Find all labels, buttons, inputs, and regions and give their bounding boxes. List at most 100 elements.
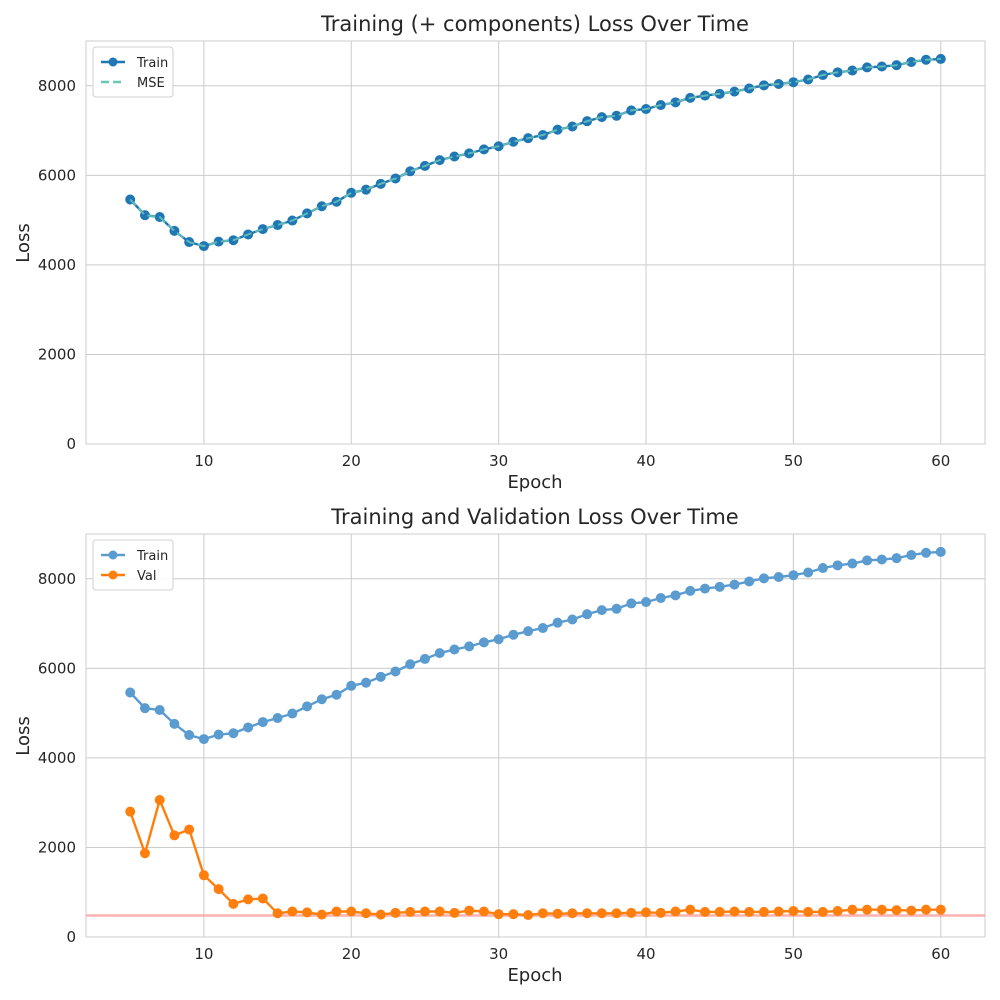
y-tick-label: 0 <box>66 928 76 946</box>
val-data-point <box>626 907 637 918</box>
train-data-point <box>257 224 268 235</box>
train-data-point <box>272 713 283 724</box>
train-data-point <box>552 617 563 628</box>
train-data-point <box>331 689 342 700</box>
val-data-point <box>154 794 165 805</box>
val-data-point <box>670 906 681 917</box>
train-data-point <box>346 680 357 691</box>
val-data-point <box>537 908 548 919</box>
val-data-point <box>316 909 327 920</box>
train-data-point <box>139 703 150 714</box>
train-data-point <box>582 609 593 620</box>
x-axis-label: Epoch <box>507 965 562 986</box>
val-data-point <box>184 824 195 835</box>
val-data-point <box>744 906 755 917</box>
train-data-point <box>257 717 268 728</box>
train-data-point <box>434 648 445 659</box>
x-tick-label: 60 <box>931 945 950 963</box>
train-data-point <box>272 220 283 231</box>
train-data-point <box>405 166 416 177</box>
val-data-point <box>449 907 460 918</box>
val-data-point <box>803 906 814 917</box>
val-data-point <box>361 908 372 919</box>
train-data-point <box>405 659 416 670</box>
train-data-point <box>508 136 519 147</box>
legend-label-mse: MSE <box>137 76 165 91</box>
train-data-point <box>449 644 460 655</box>
val-data-point <box>139 848 150 859</box>
train-data-point <box>773 571 784 582</box>
legend-label-val: Val <box>137 569 156 584</box>
val-data-point <box>906 905 917 916</box>
val-data-point <box>758 906 769 917</box>
val-data-point <box>405 906 416 917</box>
val-data-point <box>832 906 843 917</box>
train-data-point <box>228 728 239 739</box>
train-data-point <box>302 701 313 712</box>
train-data-point <box>862 555 873 566</box>
val-data-point <box>375 909 386 920</box>
x-tick-label: 50 <box>784 452 803 470</box>
train-data-point <box>243 722 254 733</box>
train-data-point <box>316 694 327 705</box>
train-data-point <box>375 671 386 682</box>
train-data-point <box>729 579 740 590</box>
val-data-point <box>419 906 430 917</box>
val-data-point <box>552 908 563 919</box>
val-data-point <box>699 906 710 917</box>
chart-top: Training (+ components) Loss Over Time E… <box>13 12 986 493</box>
val-data-point <box>773 906 784 917</box>
x-tick-label: 30 <box>489 945 508 963</box>
val-data-point <box>729 906 740 917</box>
x-tick-label: 60 <box>931 452 950 470</box>
val-data-point <box>655 907 666 918</box>
val-data-point <box>788 906 799 917</box>
train-data-point <box>788 570 799 581</box>
val-data-point <box>714 906 725 917</box>
x-tick-label: 40 <box>636 452 655 470</box>
y-tick-label: 2000 <box>38 345 76 363</box>
train-data-point <box>537 623 548 634</box>
y-tick-label: 8000 <box>38 77 76 95</box>
legend-marker-train <box>108 550 118 560</box>
train-data-point <box>758 573 769 584</box>
plot-frame <box>85 40 986 445</box>
val-data-point <box>567 908 578 919</box>
val-data-point <box>257 893 268 904</box>
legend-box <box>92 539 174 591</box>
val-data-point <box>596 908 607 919</box>
train-data-point <box>626 598 637 609</box>
train-data-point <box>464 641 475 652</box>
y-tick-label: 8000 <box>38 570 76 588</box>
x-tick-label: 50 <box>784 945 803 963</box>
val-data-point <box>346 906 357 917</box>
train-data-point <box>361 677 372 688</box>
train-data-point <box>670 590 681 601</box>
train-series-line <box>129 57 941 248</box>
train-data-point <box>921 547 932 558</box>
val-data-point <box>523 910 534 921</box>
x-tick-label: 20 <box>342 945 361 963</box>
val-data-point <box>302 907 313 918</box>
x-tick-label: 30 <box>489 452 508 470</box>
val-data-point <box>493 909 504 920</box>
train-data-point <box>316 201 327 212</box>
train-data-point <box>817 563 828 574</box>
train-data-point <box>685 585 696 596</box>
val-data-point <box>847 904 858 915</box>
chart-bottom: Training and Validation Loss Over Time E… <box>13 505 986 986</box>
train-data-point <box>596 605 607 616</box>
train-data-point <box>361 184 372 195</box>
y-axis-label: Loss <box>13 223 34 262</box>
train-data-point <box>655 593 666 604</box>
train-data-point <box>847 558 858 569</box>
train-data-point <box>744 576 755 587</box>
train-data-point <box>567 121 578 132</box>
train-data-point <box>419 653 430 664</box>
train-data-point <box>552 124 563 135</box>
plot-frame <box>85 533 986 938</box>
y-tick-label: 2000 <box>38 838 76 856</box>
train-data-point <box>508 629 519 640</box>
val-data-point <box>390 907 401 918</box>
